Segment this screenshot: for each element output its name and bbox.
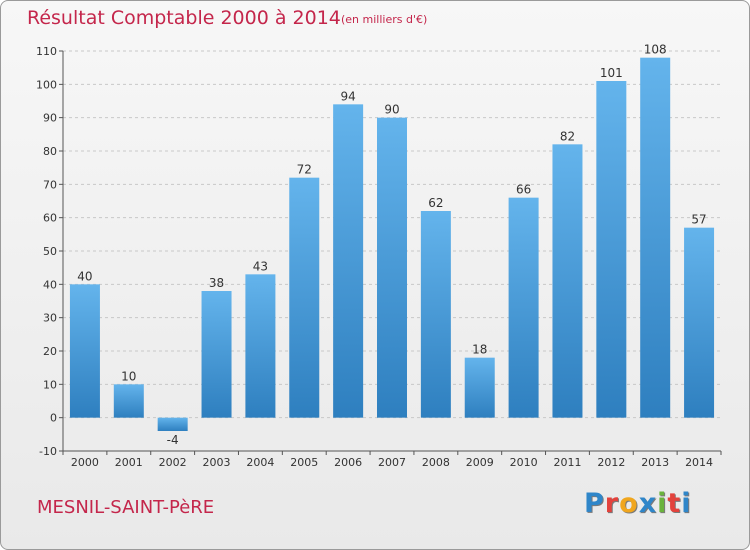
data-label: 101: [600, 66, 623, 80]
data-label: 40: [77, 269, 92, 283]
chart-subtitle: (en milliers d'€): [341, 13, 428, 26]
bar: [377, 117, 407, 418]
x-tick-label: 2004: [246, 456, 274, 469]
data-label: 108: [644, 43, 667, 57]
bar: [333, 104, 364, 418]
x-tick-label: 2012: [597, 456, 625, 469]
data-label: 72: [297, 163, 312, 177]
bar: [245, 274, 276, 418]
proxiti-logo: Proxiti: [584, 488, 692, 519]
data-label: 62: [428, 196, 443, 210]
logo-letter: i: [681, 488, 692, 519]
x-tick-label: 2006: [334, 456, 362, 469]
x-tick-label: 2007: [378, 456, 406, 469]
data-label: 82: [560, 129, 575, 143]
x-tick-label: 2008: [422, 456, 450, 469]
x-tick-label: 2013: [641, 456, 669, 469]
bar: [596, 81, 627, 418]
bar: [157, 417, 188, 431]
y-tick-label: 90: [43, 112, 57, 125]
data-label: 10: [121, 369, 136, 383]
x-tick-label: 2011: [553, 456, 581, 469]
bar: [464, 357, 495, 418]
y-tick-label: 0: [50, 412, 57, 425]
y-tick-label: 40: [43, 278, 57, 291]
bar: [289, 177, 320, 418]
commune-name: MESNIL-SAINT-PèRE: [37, 497, 215, 518]
data-label: 94: [340, 89, 355, 103]
chart-title: Résultat Comptable 2000 à 2014: [27, 7, 341, 29]
bar: [113, 384, 144, 418]
logo-letter: o: [619, 488, 639, 519]
x-tick-label: 2003: [203, 456, 231, 469]
data-label: 38: [209, 276, 224, 290]
logo-letter: r: [604, 488, 620, 519]
data-label: 43: [253, 259, 268, 273]
y-tick-label: -10: [39, 445, 57, 458]
x-tick-label: 2001: [115, 456, 143, 469]
bar: [201, 291, 232, 418]
y-tick-label: 70: [43, 178, 57, 191]
bar: [420, 211, 451, 418]
x-tick-label: 2014: [685, 456, 713, 469]
data-label: 66: [516, 183, 531, 197]
data-label: 90: [384, 103, 399, 117]
x-tick-label: 2005: [290, 456, 318, 469]
bar: [640, 57, 671, 418]
data-label: 57: [691, 213, 706, 227]
bar: [69, 284, 100, 418]
y-tick-label: 20: [43, 345, 57, 358]
bar: [552, 144, 583, 418]
data-label: 18: [472, 343, 487, 357]
x-tick-label: 2002: [159, 456, 187, 469]
bar: [508, 197, 539, 418]
y-tick-label: 60: [43, 212, 57, 225]
logo-letter: x: [638, 488, 658, 519]
y-tick-label: 10: [43, 378, 57, 391]
logo-letter: t: [667, 488, 682, 519]
x-tick-label: 2010: [510, 456, 538, 469]
y-tick-label: 80: [43, 145, 57, 158]
x-tick-label: 2000: [71, 456, 99, 469]
logo-letter: P: [584, 488, 605, 519]
logo-letter: i: [657, 488, 668, 519]
bar: [684, 227, 715, 418]
x-tick-label: 2009: [466, 456, 494, 469]
y-tick-label: 50: [43, 245, 57, 258]
y-tick-label: 100: [36, 78, 57, 91]
data-label: -4: [167, 433, 179, 447]
y-tick-label: 30: [43, 312, 57, 325]
y-tick-label: 110: [36, 45, 57, 58]
